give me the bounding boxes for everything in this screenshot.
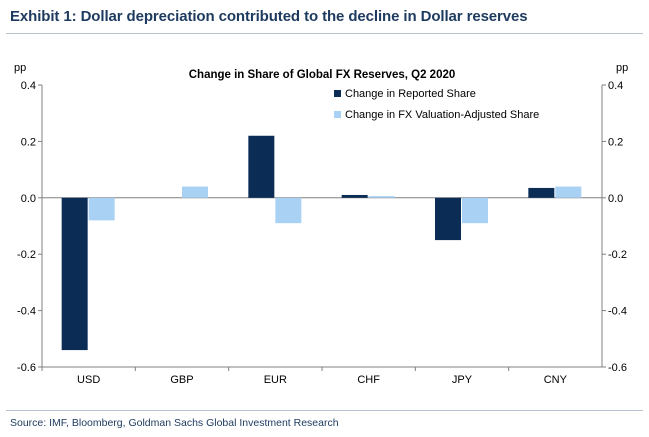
y-tick-label-left: -0.2 [17, 249, 36, 261]
legend-label-reported: Change in Reported Share [345, 88, 476, 100]
x-tick-label: CNY [544, 374, 568, 386]
bar-reported-usd [61, 197, 88, 351]
bar-adjusted-cny [555, 186, 582, 198]
bar-adjusted-chf [368, 196, 395, 198]
bars [61, 135, 582, 351]
x-tick-label: EUR [264, 374, 287, 386]
y-tick-label-right: -0.6 [608, 362, 627, 374]
axes: 0.4 0.4 0.2 0.2 0.0 0.0 -0.2 -0.2 -0.4 -0.4 -0.6 -0… [17, 80, 627, 386]
bar-adjusted-usd [88, 197, 115, 221]
bar-adjusted-gbp [182, 186, 208, 198]
bar-adjusted-jpy [462, 197, 488, 224]
top-divider [6, 33, 643, 34]
legend-swatch-reported [334, 90, 341, 97]
y-tick-label-right: -0.2 [608, 249, 627, 261]
bottom-divider [6, 410, 643, 411]
y-tick-label-left: 0.0 [21, 193, 36, 205]
y-tick-label-left: -0.4 [17, 306, 36, 318]
bar-reported-chf [341, 194, 368, 198]
y-tick-label-right: 0.4 [608, 80, 623, 92]
legend-swatch-adjusted [334, 111, 341, 118]
bar-reported-cny [528, 187, 555, 198]
legend-label-adjusted: Change in FX Valuation-Adjusted Share [345, 109, 539, 121]
bar-reported-eur [248, 135, 275, 198]
y-tick-label-right: 0.2 [608, 136, 623, 148]
exhibit-title: Exhibit 1: Dollar depreciation contribut… [10, 8, 528, 25]
x-tick-label: CHF [357, 374, 380, 386]
source-note: Source: IMF, Bloomberg, Goldman Sachs Gl… [10, 417, 339, 429]
x-tick-label: USD [77, 374, 100, 386]
y-tick-label-left: -0.6 [17, 362, 36, 374]
bar-reported-jpy [435, 197, 461, 241]
legend: Change in Reported Share Change in FX Val… [334, 88, 539, 121]
y-tick-label-right: -0.4 [608, 306, 627, 318]
bar-adjusted-eur [275, 197, 302, 224]
y-tick-label-left: 0.4 [21, 80, 36, 92]
y-axis-label-right: pp [616, 62, 628, 74]
y-tick-label-right: 0.0 [608, 193, 623, 205]
y-axis-label-left: pp [14, 62, 26, 74]
chart-title: Change in Share of Global FX Reserves, Q… [189, 69, 456, 81]
x-tick-label: GBP [170, 374, 193, 386]
x-tick-label: JPY [452, 374, 473, 386]
y-tick-label-left: 0.2 [21, 136, 36, 148]
